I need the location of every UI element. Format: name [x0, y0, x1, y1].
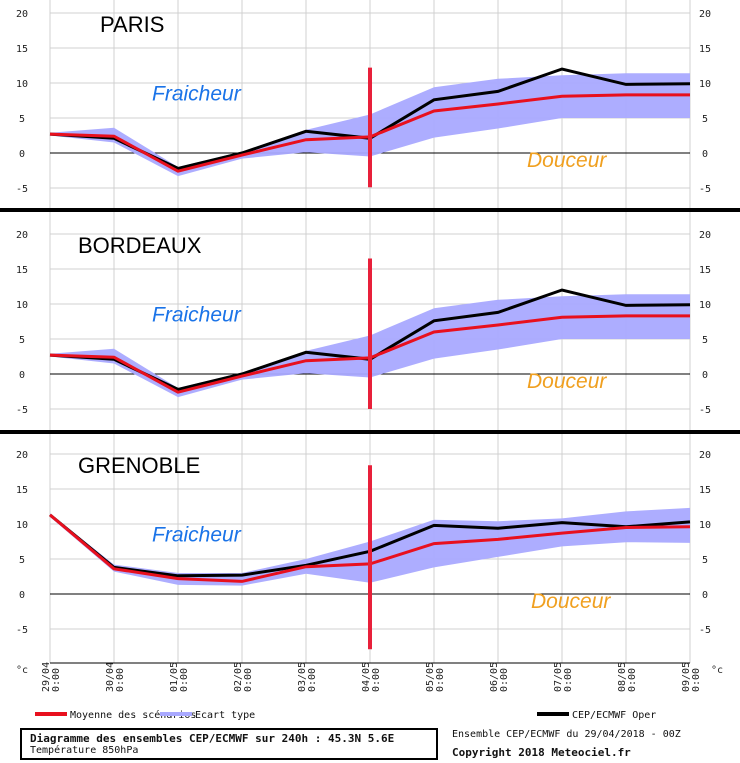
panel-paris: 20 20 15 15 10 10 5 5 0 0 -5 -5 PARIS Fraicheur Douceu…	[0, 0, 740, 212]
y-tick-label-left: 10	[16, 520, 28, 531]
y-tick-label-right: 20	[699, 9, 711, 20]
y-tick-label-right: 5	[702, 114, 708, 125]
y-tick-label-left: 0	[19, 149, 25, 160]
x-tick-label: 09/050:00	[681, 662, 702, 692]
y-tick-label-left: 0	[19, 590, 25, 601]
legend-swatch-oper	[537, 712, 569, 716]
legend-swatch-mean	[35, 712, 67, 716]
y-tick-label-left: 20	[16, 9, 28, 20]
annotation-douceur: Douceur	[527, 149, 607, 172]
y-tick-label-left: 5	[19, 114, 25, 125]
y-tick-label-right: -5	[699, 184, 711, 195]
panel-bordeaux: 20 20 15 15 10 10 5 5 0 0 -5 -5 BORDEAUX Fraicheur Dou…	[0, 212, 740, 434]
x-tick-label: 03/050:00	[297, 662, 318, 692]
y-tick-label-right: 20	[699, 230, 711, 241]
x-tick-label: 07/050:00	[553, 662, 574, 692]
x-tick-label: 04/050:00	[361, 662, 382, 692]
annotation-douceur: Douceur	[527, 370, 607, 393]
y-tick-label-right: 15	[699, 485, 711, 496]
y-tick-label-left: 0	[19, 370, 25, 381]
city-title: BORDEAUX	[78, 233, 202, 258]
y-tick-label-right: 10	[699, 79, 711, 90]
y-tick-label-right: 15	[699, 265, 711, 276]
y-tick-label-left: 15	[16, 265, 28, 276]
legend-label-oper: CEP/ECMWF Oper	[572, 710, 656, 721]
x-tick-label: 30/040:00	[105, 662, 126, 692]
annotation-fraicheur: Fraicheur	[152, 524, 242, 547]
panel-grenoble: 20 20 15 15 10 10 5 5 0 0 -5 -5 GRENOBLE Fraicheur Dou…	[16, 434, 711, 663]
y-tick-label-left: 15	[16, 44, 28, 55]
y-tick-label-left: 20	[16, 230, 28, 241]
diagram-title: Diagramme des ensembles CEP/ECMWF sur 24…	[30, 732, 395, 745]
y-tick-label-left: 20	[16, 450, 28, 461]
y-unit-left: °c	[16, 665, 28, 676]
y-tick-label-right: 0	[702, 149, 708, 160]
x-tick-label: 02/050:00	[233, 662, 254, 692]
y-tick-label-right: 10	[699, 520, 711, 531]
y-tick-label-left: -5	[16, 625, 28, 636]
annotation-fraicheur: Fraicheur	[152, 83, 242, 106]
y-tick-label-left: 15	[16, 485, 28, 496]
x-tick-label: 29/040:00	[41, 662, 62, 692]
copyright: Copyright 2018 Meteociel.fr	[452, 746, 631, 759]
y-tick-label-right: 0	[702, 590, 708, 601]
y-unit-right: °c	[711, 665, 723, 676]
y-tick-label-right: 20	[699, 450, 711, 461]
diagram-subtitle: Température 850hPa	[30, 745, 139, 756]
y-tick-label-right: 5	[702, 555, 708, 566]
panel-separator	[0, 208, 740, 212]
panel-separator	[0, 430, 740, 434]
x-tick-label: 05/050:00	[425, 662, 446, 692]
city-title: PARIS	[100, 12, 164, 37]
y-tick-label-right: 10	[699, 300, 711, 311]
x-tick-label: 01/050:00	[169, 662, 190, 692]
y-tick-label-left: -5	[16, 184, 28, 195]
y-tick-label-right: 15	[699, 44, 711, 55]
legend-swatch-spread	[160, 712, 192, 716]
y-tick-label-right: -5	[699, 625, 711, 636]
y-tick-label-right: 0	[702, 370, 708, 381]
y-tick-label-left: 10	[16, 79, 28, 90]
y-tick-label-left: 5	[19, 335, 25, 346]
ensemble-run: Ensemble CEP/ECMWF du 29/04/2018 - 00Z	[452, 729, 681, 740]
y-tick-label-left: 5	[19, 555, 25, 566]
legend-label-spread: Ecart type	[195, 710, 255, 721]
y-tick-label-left: -5	[16, 405, 28, 416]
y-tick-label-right: 5	[702, 335, 708, 346]
x-tick-label: 06/050:00	[489, 662, 510, 692]
x-tick-label: 08/050:00	[617, 662, 638, 692]
y-tick-label-left: 10	[16, 300, 28, 311]
y-tick-label-right: -5	[699, 405, 711, 416]
city-title: GRENOBLE	[78, 453, 200, 478]
annotation-douceur: Douceur	[531, 590, 611, 613]
info-box: Diagramme des ensembles CEP/ECMWF sur 24…	[20, 728, 438, 760]
annotation-fraicheur: Fraicheur	[152, 304, 242, 327]
